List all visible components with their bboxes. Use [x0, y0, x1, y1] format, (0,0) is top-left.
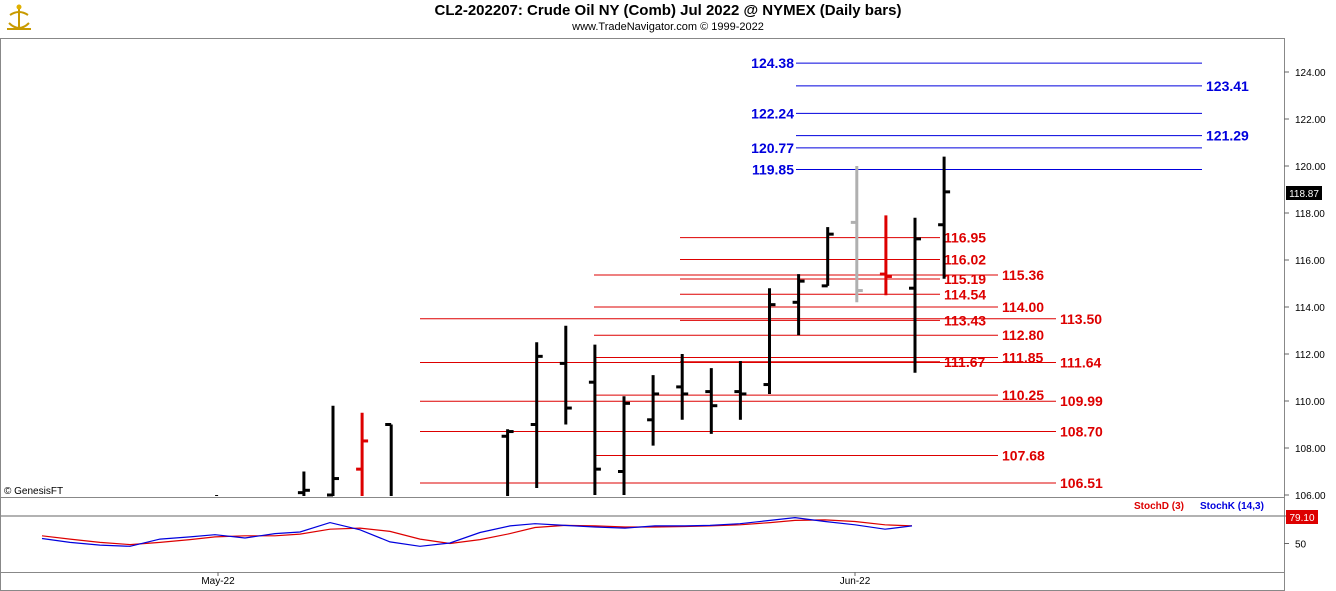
price-tick-label: 120.00: [1295, 162, 1326, 173]
price-tick-label: 112.00: [1295, 350, 1325, 361]
stoch-panel: [0, 497, 1285, 573]
level-label: 114.54: [944, 286, 986, 302]
ohlc-bar: [734, 361, 747, 420]
stoch-last-box: [1286, 510, 1318, 524]
level-label: 112.80: [1002, 327, 1044, 343]
level-label: 120.77: [751, 140, 794, 156]
ohlc-bar: [618, 396, 630, 495]
level-label: 116.95: [944, 230, 986, 246]
time-axis: [0, 572, 1285, 591]
projection-levels: 124.38 123.41 122.24 121.29 120.77 119.85 116.…: [420, 55, 1249, 491]
chart-title: CL2-202207: Crude Oil NY (Comb) Jul 2022…: [434, 2, 902, 19]
genesis-watermark: © GenesisFT: [4, 486, 63, 497]
level-label: 116.02: [944, 252, 986, 268]
stoch-tick-label: 50: [1295, 540, 1307, 551]
level-label: 113.50: [1060, 311, 1102, 327]
stochk-line: [41, 516, 913, 547]
price-tick-label: 124.00: [1295, 68, 1326, 79]
ohlc-bar: [501, 429, 514, 496]
last-price-box: [1286, 186, 1322, 200]
ohlc-bar: [879, 215, 892, 296]
level-label: 114.00: [1002, 299, 1044, 315]
last-price-label: 118.87: [1289, 189, 1319, 200]
level-label: 109.99: [1060, 393, 1103, 409]
stochd-legend: StochD (3): [1134, 501, 1184, 512]
price-tick-label: 118.00: [1295, 209, 1325, 220]
x-axis-labels: May-22 Jun-22: [201, 572, 871, 587]
ohlc-bar: [297, 471, 310, 496]
ohlc-bar: [588, 344, 601, 495]
ohlc-bar: [647, 375, 660, 446]
ohlc-bar: [850, 166, 863, 303]
x-tick-label: May-22: [201, 576, 235, 587]
stochd-line: [41, 519, 913, 546]
ohlc-bar: [909, 217, 921, 373]
ohlc-bars: [215, 156, 951, 497]
level-label: 110.25: [1002, 387, 1044, 403]
level-label: 111.85: [1002, 350, 1043, 366]
price-panel: [0, 38, 1285, 498]
level-label: 115.19: [944, 271, 986, 287]
price-tick-label: 106.00: [1295, 491, 1326, 502]
level-label: 115.36: [1002, 267, 1044, 283]
level-label: 108.70: [1060, 424, 1103, 440]
tradenavigator-logo-icon: [4, 3, 34, 33]
ohlc-bar: [530, 342, 543, 488]
price-axis: 106.00 108.00 110.00 112.00 114.00 116.00 118.…: [1284, 68, 1326, 502]
ohlc-bar: [385, 423, 393, 496]
chart-subtitle: www.TradeNavigator.com © 1999-2022: [572, 21, 764, 33]
level-label: 123.41: [1206, 78, 1249, 94]
level-label: 122.24: [751, 105, 794, 121]
price-tick-label: 116.00: [1295, 256, 1325, 267]
ohlc-bar: [559, 325, 572, 425]
level-label: 106.51: [1060, 475, 1103, 491]
ohlc-bar: [821, 227, 834, 288]
x-tick-label: Jun-22: [840, 576, 871, 587]
level-label: 107.68: [1002, 448, 1045, 464]
level-label: 113.43: [944, 312, 986, 328]
stoch-last-label: 79.10: [1289, 513, 1314, 524]
level-label: 111.67: [944, 354, 985, 370]
ohlc-bar: [705, 368, 718, 434]
ohlc-bar: [938, 156, 951, 279]
level-label: 121.29: [1206, 128, 1249, 144]
ohlc-bar: [327, 405, 339, 497]
price-tick-label: 108.00: [1295, 444, 1326, 455]
ohlc-bar: [792, 274, 805, 336]
ohlc-bar: [356, 412, 369, 496]
price-tick-label: 114.00: [1295, 303, 1325, 314]
level-label: 124.38: [751, 55, 794, 71]
level-label: 119.85: [752, 162, 794, 178]
level-label: 111.64: [1060, 354, 1101, 370]
ohlc-bar: [676, 354, 689, 420]
stochk-legend: StochK (14,3): [1200, 501, 1264, 512]
price-tick-label: 110.00: [1295, 397, 1325, 408]
ohlc-bar: [763, 288, 776, 394]
price-tick-label: 122.00: [1295, 115, 1326, 126]
